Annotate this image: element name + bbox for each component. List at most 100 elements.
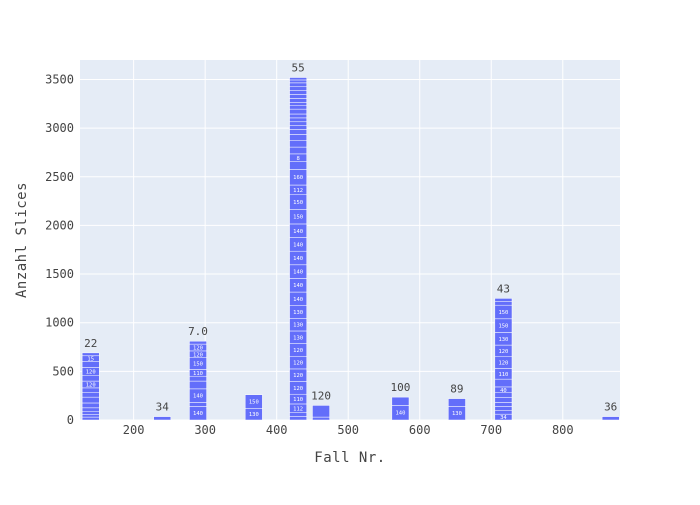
bar-segment <box>244 394 263 409</box>
y-tick-label: 1000 <box>45 316 74 330</box>
plot-background <box>80 60 620 420</box>
x-tick-label: 400 <box>266 423 288 437</box>
bar-segment <box>494 378 513 388</box>
segment-label: 15 <box>87 357 94 363</box>
y-tick-label: 2500 <box>45 170 74 184</box>
x-axis-title: Fall Nr. <box>314 450 385 466</box>
bar-segment <box>289 146 307 155</box>
bar-segment <box>494 301 513 306</box>
segment-label: 150 <box>498 310 508 316</box>
segment-label: 150 <box>498 324 508 330</box>
bar-segment <box>494 410 513 415</box>
bar-segment <box>289 82 307 88</box>
segment-label: 120 <box>193 352 203 358</box>
bar-segment <box>289 117 307 123</box>
segment-label: 120 <box>498 361 508 367</box>
segment-label: 130 <box>249 412 259 418</box>
x-tick-label: 300 <box>194 423 216 437</box>
bar-total-label: 7.0 <box>188 325 208 338</box>
y-axis-title: Anzahl Slices <box>14 182 30 298</box>
bar-segment <box>189 402 207 407</box>
segment-label: 140 <box>395 411 405 417</box>
segment-label: 120 <box>498 349 508 355</box>
segment-label: 150 <box>193 362 203 368</box>
bar-segment <box>289 129 307 135</box>
bar-segment <box>289 412 307 417</box>
segment-label: 150 <box>249 400 259 406</box>
segment-label: 112 <box>293 188 303 194</box>
segment-label: 130 <box>293 310 303 316</box>
segment-label: 130 <box>498 337 508 343</box>
bar-segment <box>289 102 307 106</box>
y-tick-label: 1500 <box>45 267 74 281</box>
bar-segment <box>189 375 207 382</box>
bar-segment <box>81 387 100 393</box>
bar-segment <box>289 416 307 421</box>
bar-total-label: 43 <box>497 282 510 295</box>
segment-label: 110 <box>498 372 508 378</box>
y-tick-label: 2000 <box>45 218 74 232</box>
segment-label: 120 <box>293 373 303 379</box>
segment-label: 140 <box>193 411 203 417</box>
bar-segment <box>289 86 307 91</box>
y-tick-label: 3500 <box>45 72 74 86</box>
x-tick-label: 600 <box>409 423 431 437</box>
segment-label: 120 <box>293 361 303 367</box>
bar-segment <box>312 416 330 421</box>
bar-segment <box>289 113 307 119</box>
y-tick-label: 3000 <box>45 121 74 135</box>
bar-segment <box>81 407 100 412</box>
bar-total-label: 36 <box>604 401 617 414</box>
x-tick-label: 200 <box>123 423 145 437</box>
bar-segment <box>81 392 100 398</box>
bar-total-label: 22 <box>84 337 97 350</box>
bar-segment <box>289 125 307 130</box>
bar-segment <box>601 416 620 421</box>
segment-label: 130 <box>293 323 303 329</box>
bar-total-label: 120 <box>311 389 331 402</box>
bar-segment <box>312 405 330 418</box>
bar-segment <box>289 90 307 95</box>
segment-label: 110 <box>193 371 203 377</box>
segment-label: 140 <box>293 297 303 303</box>
bar-segment <box>289 108 307 115</box>
segment-label: 140 <box>193 394 203 400</box>
segment-label: 140 <box>293 270 303 276</box>
segment-label: 34 <box>500 415 507 421</box>
bar-segment <box>289 79 307 84</box>
segment-label: 150 <box>293 200 303 206</box>
segment-label: 120 <box>293 386 303 392</box>
bar-segment <box>391 396 410 406</box>
x-tick-label: 500 <box>337 423 359 437</box>
bar-segment <box>81 410 100 415</box>
bar-series: 1201201514014011015012012013015011211012… <box>81 77 620 421</box>
segment-label: 110 <box>293 397 303 403</box>
bar-segment <box>81 416 100 421</box>
bar-total-label: 55 <box>292 62 305 75</box>
bar-segment <box>289 94 307 99</box>
bar-segment <box>289 121 307 126</box>
bar-segment <box>81 396 100 404</box>
segment-label: 120 <box>293 348 303 354</box>
segment-label: 140 <box>293 229 303 235</box>
bar-segment <box>289 161 307 170</box>
bar-segment <box>81 374 100 382</box>
segment-label: 130 <box>452 411 462 417</box>
bar-segment <box>289 77 307 81</box>
segment-label: 40 <box>500 388 507 394</box>
segment-label: 120 <box>193 346 203 352</box>
bar-segment <box>448 398 466 407</box>
bar-segment <box>289 104 307 110</box>
bar-segment <box>81 402 100 409</box>
bar-segment <box>189 380 207 390</box>
bar-segment <box>494 402 513 407</box>
bar-segment <box>189 340 207 345</box>
gridlines <box>80 60 620 421</box>
bar-segment <box>494 298 513 302</box>
bar-segment <box>289 98 307 103</box>
bar-segment <box>289 134 307 141</box>
y-tick-label: 0 <box>67 413 74 427</box>
y-tick-label: 500 <box>52 364 74 378</box>
bar-total-label: 34 <box>156 401 170 414</box>
